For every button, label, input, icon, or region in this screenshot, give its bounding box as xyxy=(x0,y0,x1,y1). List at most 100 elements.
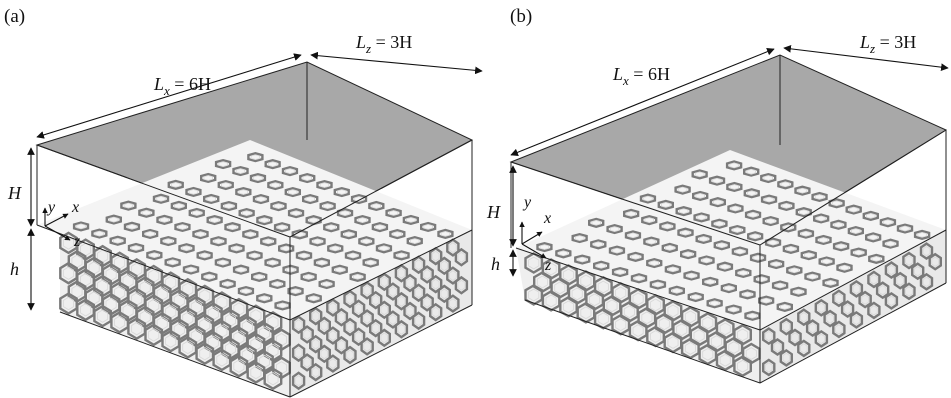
lattice-cell-inner xyxy=(302,175,312,181)
lattice-cell xyxy=(196,250,213,261)
lattice-cell xyxy=(249,172,267,184)
lattice-cell xyxy=(729,224,746,236)
lattice-cell-inner xyxy=(780,304,790,310)
lattice-cell xyxy=(429,246,443,266)
lattice-cell xyxy=(300,271,317,282)
lattice-cell-inner xyxy=(414,287,423,299)
lattice-cell xyxy=(377,300,391,320)
lattice-cell xyxy=(317,344,331,364)
lattice-cell-inner xyxy=(440,231,451,237)
lattice-cell-inner xyxy=(272,281,283,287)
lattice-cell-inner xyxy=(406,277,414,289)
lattice-cell xyxy=(256,215,273,226)
lattice-cell xyxy=(229,354,249,378)
lattice-cell-inner xyxy=(728,341,740,354)
lattice-cell xyxy=(299,172,316,184)
lattice-cell-inner xyxy=(808,322,817,334)
lattice-cell xyxy=(110,311,130,334)
lattice-cell-inner xyxy=(597,280,609,294)
lattice-cell xyxy=(454,275,469,295)
lattice-cell xyxy=(362,257,379,268)
lattice-cell-inner xyxy=(354,303,363,315)
lattice-cell xyxy=(454,247,469,267)
lattice-cell xyxy=(256,293,273,304)
lattice-cell-inner xyxy=(330,245,341,252)
lattice-cell-inner xyxy=(80,303,92,317)
lattice-cell xyxy=(590,239,607,250)
lattice-cell-inner xyxy=(263,238,274,245)
lattice-cell xyxy=(836,262,853,273)
lattice-cell xyxy=(779,317,793,336)
lattice-cell-inner xyxy=(371,203,382,209)
lattice-cell xyxy=(725,304,742,315)
lattice-cell xyxy=(446,266,460,285)
lattice-cell xyxy=(668,285,685,296)
lattice-cell xyxy=(313,257,330,268)
lattice-cell-inner xyxy=(163,238,174,244)
lattice-cell xyxy=(360,309,374,328)
lattice-cell-inner xyxy=(431,278,440,290)
lattice-cell-inner xyxy=(868,234,878,241)
lattice-cell-inner xyxy=(643,195,653,202)
lattice-cell xyxy=(300,325,314,344)
lattice-cell-inner xyxy=(348,252,358,259)
lattice-cell xyxy=(692,190,709,202)
lattice-cell xyxy=(777,179,794,190)
lattice-cell xyxy=(794,185,811,196)
lattice-cell xyxy=(743,166,760,177)
lattice-cell-inner xyxy=(337,311,346,323)
lattice-cell-inner xyxy=(388,286,397,298)
lattice-cell-inner xyxy=(380,332,389,344)
lattice-cell-inner xyxy=(763,175,774,181)
lattice-cell xyxy=(287,286,304,297)
lattice-cell-inner xyxy=(764,330,773,342)
lattice-cell xyxy=(574,254,591,265)
lattice-cell-inner xyxy=(241,210,252,216)
lattice-cell xyxy=(333,186,350,198)
lattice-cell-inner xyxy=(922,245,931,257)
lattice-cell-inner xyxy=(764,196,774,203)
lattice-cell-inner xyxy=(371,294,380,306)
lattice-cell-inner xyxy=(756,276,767,283)
lattice-cell-inner xyxy=(571,287,583,301)
lattice-cell-inner xyxy=(851,228,861,234)
lattice-cell-inner xyxy=(724,285,734,291)
panel-b-porous-lattice xyxy=(516,150,946,383)
lattice-cell xyxy=(358,236,375,247)
lattice-cell xyxy=(291,229,308,240)
lattice-cell-inner xyxy=(328,358,337,370)
lattice-cell xyxy=(762,215,779,227)
lattice-cell-inner xyxy=(661,202,671,208)
lattice-cell xyxy=(174,221,191,233)
panel-a-axis-z-label: z xyxy=(73,233,81,250)
lattice-cell-inner xyxy=(664,245,675,251)
lattice-cell xyxy=(161,329,181,353)
lattice-cell-inner xyxy=(414,259,423,271)
lattice-cell-inner xyxy=(694,171,705,178)
lattice-cell-inner xyxy=(732,227,743,233)
lattice-cell-inner xyxy=(843,303,852,315)
lattice-cell xyxy=(805,319,820,338)
lattice-cell-inner xyxy=(775,282,785,289)
lattice-cell-inner xyxy=(574,235,585,241)
lattice-cell-inner xyxy=(667,304,679,318)
panel-b-axis-z-label: z xyxy=(544,257,552,274)
lattice-cell xyxy=(385,207,402,219)
lattice-cell xyxy=(200,172,217,184)
lattice-cell-inner xyxy=(738,270,749,276)
panel-a-lx-label: Lx = 6H xyxy=(153,74,211,98)
lattice-cell xyxy=(327,243,344,254)
lattice-cell-inner xyxy=(871,256,882,262)
panel-a-lx-arrow xyxy=(36,53,302,139)
panel-b-lx-arrow xyxy=(510,48,775,156)
lattice-cell-inner xyxy=(328,330,337,342)
lattice-cell-inner xyxy=(340,210,350,216)
lattice-cell-inner xyxy=(346,293,354,305)
lattice-cell xyxy=(813,213,830,224)
lattice-cell xyxy=(884,261,899,279)
lattice-cell xyxy=(178,335,198,359)
lattice-cell xyxy=(377,272,391,292)
lattice-cell xyxy=(429,302,443,322)
lattice-cell-inner xyxy=(554,281,566,295)
lattice-cell xyxy=(797,339,811,358)
